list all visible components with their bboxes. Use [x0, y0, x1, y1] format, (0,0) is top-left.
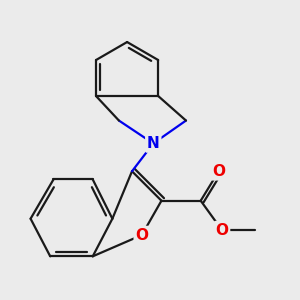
Text: O: O [215, 223, 229, 238]
Text: O: O [135, 228, 148, 243]
Text: O: O [212, 164, 225, 179]
Text: N: N [147, 136, 160, 151]
